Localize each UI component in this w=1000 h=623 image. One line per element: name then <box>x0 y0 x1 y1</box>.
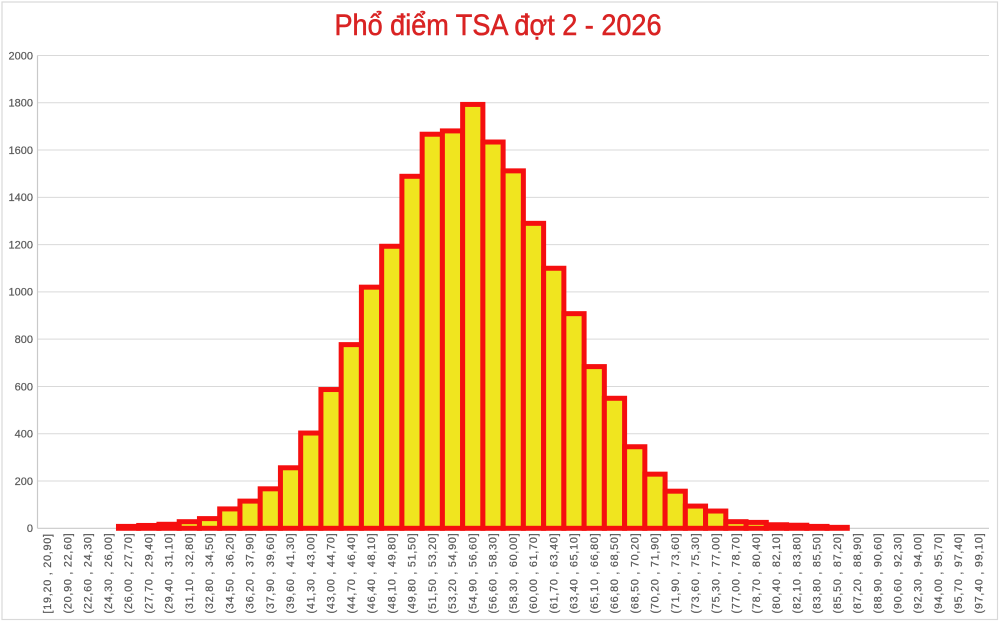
svg-text:(80,40 , 82,10]: (80,40 , 82,10] <box>771 533 783 614</box>
svg-text:(34,50 , 36,20]: (34,50 , 36,20] <box>224 533 236 614</box>
svg-text:1600: 1600 <box>9 145 33 157</box>
svg-text:1800: 1800 <box>9 98 33 110</box>
svg-text:1000: 1000 <box>9 287 33 299</box>
svg-text:200: 200 <box>15 476 33 488</box>
svg-text:(24,30 , 26,00]: (24,30 , 26,00] <box>103 533 115 614</box>
svg-text:(78,70 , 80,40]: (78,70 , 80,40] <box>751 533 763 614</box>
svg-text:(65,10 , 66,80]: (65,10 , 66,80] <box>589 533 601 614</box>
svg-text:(83,80 , 85,50]: (83,80 , 85,50] <box>812 533 824 614</box>
svg-text:(87,20 , 88,90]: (87,20 , 88,90] <box>852 533 864 614</box>
svg-text:600: 600 <box>15 381 33 393</box>
svg-text:(94,00 , 95,70]: (94,00 , 95,70] <box>933 533 945 614</box>
svg-text:(70,20 , 71,90]: (70,20 , 71,90] <box>650 533 662 614</box>
svg-text:(37,90 , 39,60]: (37,90 , 39,60] <box>265 533 277 614</box>
svg-text:(22,60 , 24,30]: (22,60 , 24,30] <box>83 533 95 614</box>
svg-text:(75,30 , 77,00]: (75,30 , 77,00] <box>710 533 722 614</box>
svg-text:(63,40 , 65,10]: (63,40 , 65,10] <box>569 533 581 614</box>
svg-text:(61,70 , 63,40]: (61,70 , 63,40] <box>548 533 560 614</box>
svg-text:(77,00 , 78,70]: (77,00 , 78,70] <box>731 533 743 614</box>
svg-text:(26,00 , 27,70]: (26,00 , 27,70] <box>123 533 135 614</box>
svg-text:(71,90 , 73,60]: (71,90 , 73,60] <box>670 533 682 614</box>
svg-text:(90,60 , 92,30]: (90,60 , 92,30] <box>893 533 905 614</box>
svg-text:800: 800 <box>15 334 33 346</box>
svg-text:(68,50 , 70,20]: (68,50 , 70,20] <box>629 533 641 614</box>
svg-text:(73,60 , 75,30]: (73,60 , 75,30] <box>690 533 702 614</box>
svg-text:(60,00 , 61,70]: (60,00 , 61,70] <box>528 533 540 614</box>
svg-text:(53,20 , 54,90]: (53,20 , 54,90] <box>447 533 459 614</box>
svg-text:(29,40 , 31,10]: (29,40 , 31,10] <box>164 533 176 614</box>
svg-text:(41,30 , 43,00]: (41,30 , 43,00] <box>305 533 317 614</box>
svg-text:(56,60 , 58,30]: (56,60 , 58,30] <box>488 533 500 614</box>
svg-text:(54,90 , 56,60]: (54,90 , 56,60] <box>467 533 479 614</box>
svg-text:1200: 1200 <box>9 239 33 251</box>
svg-text:0: 0 <box>27 523 33 535</box>
svg-text:(82,10 , 83,80]: (82,10 , 83,80] <box>791 533 803 614</box>
svg-text:(48,10 , 49,80]: (48,10 , 49,80] <box>386 533 398 614</box>
svg-text:(92,30 , 94,00]: (92,30 , 94,00] <box>913 533 925 614</box>
svg-text:(95,70 , 97,40]: (95,70 , 97,40] <box>953 533 965 614</box>
svg-text:Phổ điểm TSA đợt 2 - 2026: Phổ điểm TSA đợt 2 - 2026 <box>335 9 662 42</box>
svg-text:(27,70 , 29,40]: (27,70 , 29,40] <box>143 533 155 614</box>
svg-text:(36,20 , 37,90]: (36,20 , 37,90] <box>245 533 257 614</box>
svg-text:(39,60 , 41,30]: (39,60 , 41,30] <box>285 533 297 614</box>
svg-text:(49,80 , 51,50]: (49,80 , 51,50] <box>407 533 419 614</box>
svg-text:(43,00 , 44,70]: (43,00 , 44,70] <box>326 533 338 614</box>
svg-text:(44,70 , 46,40]: (44,70 , 46,40] <box>346 533 358 614</box>
svg-text:(58,30 , 60,00]: (58,30 , 60,00] <box>508 533 520 614</box>
svg-text:2000: 2000 <box>9 50 33 62</box>
svg-text:1400: 1400 <box>9 192 33 204</box>
svg-text:(85,50 , 87,20]: (85,50 , 87,20] <box>832 533 844 614</box>
svg-text:(97,40 , 99,10]: (97,40 , 99,10] <box>973 533 985 614</box>
svg-text:(66,80 , 68,50]: (66,80 , 68,50] <box>609 533 621 614</box>
svg-text:[19,20 , 20,90]: [19,20 , 20,90] <box>42 533 54 613</box>
svg-text:(32,80 , 34,50]: (32,80 , 34,50] <box>204 533 216 614</box>
svg-text:(20,90 , 22,60]: (20,90 , 22,60] <box>62 533 74 614</box>
svg-text:(31,10 , 32,80]: (31,10 , 32,80] <box>184 533 196 614</box>
svg-text:(46,40 , 48,10]: (46,40 , 48,10] <box>366 533 378 614</box>
svg-text:(88,90 , 90,60]: (88,90 , 90,60] <box>872 533 884 614</box>
svg-text:400: 400 <box>15 429 33 441</box>
svg-text:(51,50 , 53,20]: (51,50 , 53,20] <box>427 533 439 614</box>
